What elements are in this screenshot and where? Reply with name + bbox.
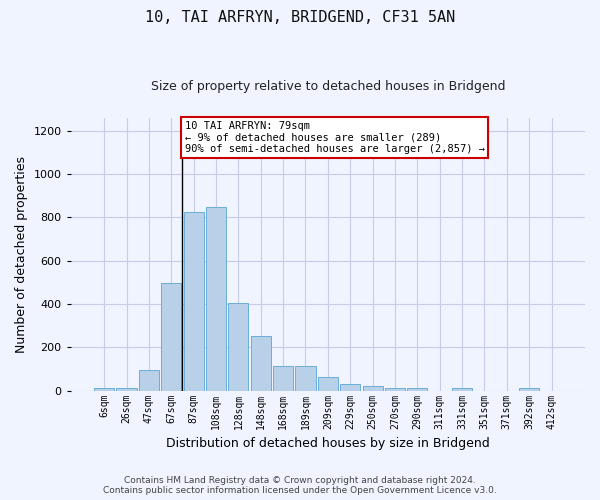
Bar bbox=[385, 388, 405, 390]
Bar bbox=[184, 212, 203, 390]
X-axis label: Distribution of detached houses by size in Bridgend: Distribution of detached houses by size … bbox=[166, 437, 490, 450]
Y-axis label: Number of detached properties: Number of detached properties bbox=[15, 156, 28, 352]
Bar bbox=[452, 388, 472, 390]
Title: Size of property relative to detached houses in Bridgend: Size of property relative to detached ho… bbox=[151, 80, 505, 93]
Bar bbox=[407, 388, 427, 390]
Bar bbox=[139, 370, 159, 390]
Bar bbox=[295, 366, 316, 390]
Bar bbox=[318, 376, 338, 390]
Text: 10, TAI ARFRYN, BRIDGEND, CF31 5AN: 10, TAI ARFRYN, BRIDGEND, CF31 5AN bbox=[145, 10, 455, 25]
Bar bbox=[251, 336, 271, 390]
Bar bbox=[206, 207, 226, 390]
Bar bbox=[519, 388, 539, 390]
Text: 10 TAI ARFRYN: 79sqm
← 9% of detached houses are smaller (289)
90% of semi-detac: 10 TAI ARFRYN: 79sqm ← 9% of detached ho… bbox=[185, 121, 485, 154]
Bar bbox=[273, 366, 293, 390]
Bar bbox=[340, 384, 360, 390]
Bar bbox=[116, 388, 137, 390]
Text: Contains HM Land Registry data © Crown copyright and database right 2024.
Contai: Contains HM Land Registry data © Crown c… bbox=[103, 476, 497, 495]
Bar bbox=[94, 388, 114, 390]
Bar bbox=[229, 303, 248, 390]
Bar bbox=[161, 284, 181, 391]
Bar bbox=[362, 386, 383, 390]
